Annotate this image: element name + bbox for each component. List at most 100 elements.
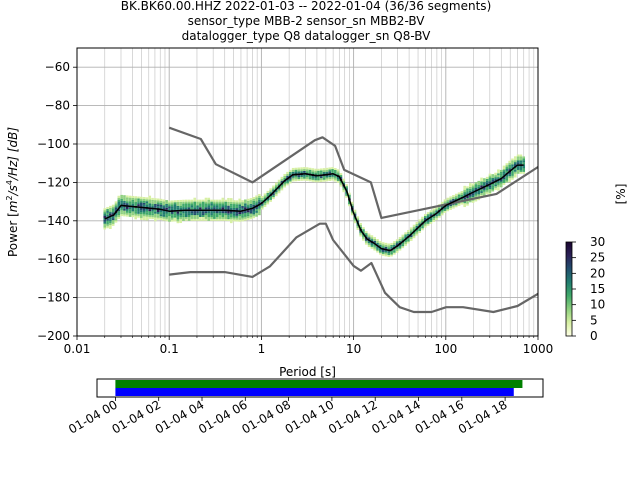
psd-density-cell bbox=[106, 222, 109, 225]
psd-density-cell bbox=[114, 218, 118, 221]
psd-density-cell bbox=[213, 215, 216, 217]
x-axis-ticks: 0.01 0.1 1 10 100 1000 bbox=[64, 336, 553, 356]
psd-density-cell bbox=[134, 201, 137, 204]
psd-density-cell bbox=[258, 193, 261, 196]
psd-density-cell bbox=[184, 203, 188, 206]
psd-density-cell bbox=[255, 210, 258, 213]
psd-density-cell bbox=[244, 201, 247, 204]
psd-density-cell bbox=[483, 191, 486, 194]
psd-density-cell bbox=[488, 187, 492, 190]
psd-density-cell bbox=[187, 203, 191, 206]
psd-density-cell bbox=[331, 178, 334, 181]
psd-density-cell bbox=[483, 178, 486, 181]
psd-density-cell bbox=[238, 215, 242, 218]
psd-density-cell bbox=[319, 176, 323, 179]
psd-density-cell bbox=[182, 211, 185, 214]
psd-density-cell bbox=[381, 246, 385, 249]
psd-density-cell bbox=[199, 205, 202, 208]
psd-density-cell bbox=[398, 236, 402, 239]
psd-density-cell bbox=[120, 200, 123, 203]
psd-density-cell bbox=[224, 199, 227, 202]
psd-density-cell bbox=[401, 244, 405, 247]
psd-density-cell bbox=[137, 215, 140, 218]
psd-density-cell bbox=[201, 215, 205, 217]
psd-density-cell bbox=[182, 218, 185, 221]
psd-density-cell bbox=[277, 181, 281, 184]
psd-density-cell bbox=[187, 216, 191, 219]
psd-density-cell bbox=[187, 207, 191, 210]
psd-density-cell bbox=[286, 179, 289, 182]
psd-density-cell bbox=[466, 201, 469, 204]
psd-density-cell bbox=[263, 197, 267, 200]
psd-density-cell bbox=[232, 213, 236, 216]
psd-density-cell bbox=[151, 213, 154, 216]
psd-density-cell bbox=[308, 171, 312, 174]
psd-density-cell bbox=[446, 209, 450, 212]
psd-density-cell bbox=[193, 201, 197, 204]
psd-density-cell bbox=[508, 160, 511, 163]
psd-density-cell bbox=[165, 203, 168, 206]
psd-density-cell bbox=[156, 202, 160, 205]
psd-density-cell bbox=[117, 214, 121, 217]
psd-density-cell bbox=[227, 217, 230, 220]
psd-density-cell bbox=[123, 197, 126, 200]
psd-density-cell bbox=[272, 195, 275, 198]
psd-density-cell bbox=[170, 204, 174, 207]
psd-density-cell bbox=[457, 202, 461, 205]
psd-density-cell bbox=[232, 211, 236, 214]
psd-density-cell bbox=[193, 218, 197, 221]
psd-density-cell bbox=[176, 205, 180, 208]
psd-density-cell bbox=[131, 195, 135, 198]
psd-density-cell bbox=[128, 203, 132, 206]
psd-density-cell bbox=[213, 199, 216, 202]
psd-density-cell bbox=[137, 196, 140, 199]
psd-density-cell bbox=[156, 217, 160, 220]
psd-density-cell bbox=[235, 217, 239, 220]
psd-density-cell bbox=[111, 204, 115, 207]
psd-density-cell bbox=[151, 199, 154, 202]
psd-density-cell bbox=[151, 201, 154, 204]
psd-density-cell bbox=[412, 234, 416, 237]
psd-density-cell bbox=[342, 188, 346, 191]
psd-density-cell bbox=[390, 244, 393, 247]
psd-density-cell bbox=[123, 200, 126, 203]
psd-density-cell bbox=[218, 207, 222, 210]
psd-density-cell bbox=[179, 205, 182, 208]
psd-density-cell bbox=[480, 181, 483, 184]
psd-density-cell bbox=[134, 207, 137, 210]
psd-density-cell bbox=[401, 238, 405, 241]
psd-density-cell bbox=[426, 212, 430, 215]
psd-density-cell bbox=[196, 213, 199, 216]
psd-density-cell bbox=[438, 211, 441, 214]
psd-density-cell bbox=[477, 190, 481, 193]
psd-density-cell bbox=[516, 167, 520, 170]
psd-lines bbox=[104, 126, 539, 314]
psd-density-cell bbox=[224, 207, 227, 210]
psd-density-cell bbox=[187, 205, 191, 208]
psd-density-cell bbox=[294, 177, 298, 180]
psd-density-cell bbox=[210, 203, 213, 206]
psd-density-cell bbox=[471, 193, 475, 196]
psd-density-cell bbox=[367, 235, 371, 238]
psd-density-cell bbox=[229, 200, 233, 203]
psd-density-cell bbox=[390, 252, 393, 255]
psd-density-cell bbox=[494, 188, 497, 191]
psd-density-cell bbox=[317, 178, 320, 181]
psd-density-cell bbox=[277, 189, 281, 192]
psd-density-cell bbox=[471, 195, 475, 198]
psd-density-cell bbox=[505, 180, 509, 183]
psd-density-cell bbox=[513, 175, 517, 178]
psd-density-cell bbox=[176, 200, 180, 203]
psd-density-cell bbox=[109, 217, 112, 220]
psd-density-cell bbox=[111, 208, 115, 211]
psd-density-cell bbox=[170, 217, 174, 220]
psd-density-cell bbox=[207, 205, 211, 208]
psd-density-cell bbox=[508, 168, 511, 171]
psd-density-cell bbox=[184, 211, 188, 214]
psd-density-cell bbox=[165, 200, 168, 203]
psd-density-cell bbox=[401, 246, 405, 249]
psd-density-cell bbox=[218, 213, 222, 216]
psd-density-cell bbox=[435, 218, 438, 221]
psd-density-cell bbox=[123, 206, 126, 209]
